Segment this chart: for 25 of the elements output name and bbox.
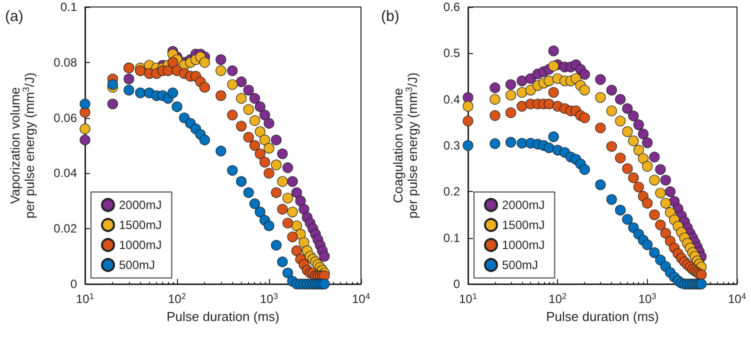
chart-title: (a) [5, 8, 24, 25]
y-tick-label: 0 [70, 277, 78, 291]
legend-label: 1000mJ [502, 238, 545, 252]
y-tick-label: 0.3 [443, 138, 460, 152]
legend-label: 1500mJ [119, 218, 162, 232]
legend-label: 2000mJ [502, 198, 545, 212]
legend-label: 1500mJ [502, 218, 545, 232]
y-tick-label: 0.2 [443, 184, 460, 199]
x-axis-title: Pulse duration (ms) [166, 309, 280, 324]
chart-title: (b) [381, 8, 400, 25]
legend-label: 2000mJ [119, 198, 162, 212]
y-tick-label: 0.08 [54, 55, 78, 70]
legend-label: 500mJ [502, 258, 538, 272]
y-tick-label: 0.6 [443, 0, 460, 14]
legend-label: 1000mJ [119, 238, 162, 252]
x-axis-title: Pulse duration (ms) [546, 309, 659, 324]
y-tick-label: 0.1 [60, 0, 78, 14]
y-tick-label: 0 [453, 277, 460, 291]
y-tick-label: 0.02 [54, 222, 78, 236]
y-tick-label: 0.06 [54, 110, 78, 125]
y-tick-label: 0.5 [443, 46, 460, 60]
legend-label: 500mJ [119, 258, 156, 272]
y-tick-label: 0.4 [443, 92, 460, 106]
y-tick-label: 0.04 [54, 166, 78, 180]
y-tick-label: 0.1 [443, 230, 460, 245]
